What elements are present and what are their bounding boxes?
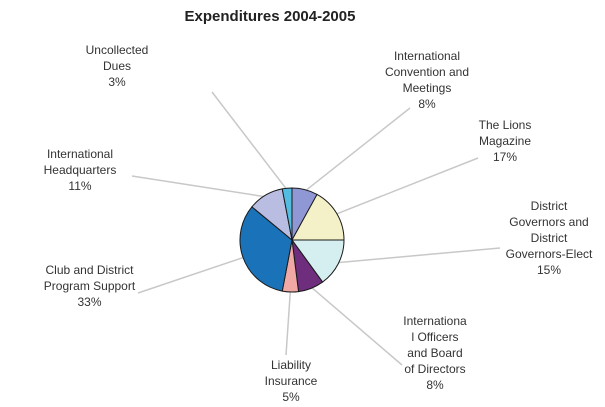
slice-label-6: International Headquarters 11% [20,146,140,194]
pie-slices [239,187,345,293]
slice-label-line: International [46,147,114,161]
slice-label-line: Magazine [478,134,532,148]
slice-label-line: Dues [102,59,131,73]
slice-label-line: Internationa [403,314,467,328]
slice-label-line: Convention and [384,65,470,79]
slice-label-line: Club and District [45,263,134,277]
slice-percent-label: 8% [418,97,436,111]
slice-label-line: District [530,231,568,245]
leader-line-3 [309,285,403,366]
leader-line-4 [285,289,292,356]
slice-label-line: l Officers [411,330,459,344]
slice-percent-label: 11% [68,179,92,193]
slice-percent-label: 15% [536,263,562,277]
leader-line-6 [131,175,267,198]
slice-label-line: District [530,199,568,213]
slice-label-line: Program Support [43,279,136,293]
slice-label-7: Uncollected Dues 3% [72,42,162,90]
slice-label-3: Internationa l Officers and Board of Direct… [380,313,490,393]
slice-label-line: International [393,49,461,63]
slice-label-line: and Board [407,346,463,360]
slice-label-line: Meetings [402,81,452,95]
slice-label-0: International Convention and Meetings 8% [362,48,492,112]
slice-label-line: Headquarters [43,163,117,177]
slice-percent-label: 8% [426,378,444,392]
slice-percent-label: 3% [108,75,126,89]
leader-line-5 [137,256,246,294]
slice-label-line: Uncollected [85,43,149,57]
leader-line-2 [336,247,501,264]
slice-percent-label: 5% [282,390,300,404]
slice-percent-label: 17% [492,150,518,164]
slice-label-line: The Lions [478,118,532,132]
chart-title: Expenditures 2004-2005 [184,8,356,25]
pie-slice-7 [281,187,293,241]
pie-slice-5 [239,206,293,292]
slice-label-line: Insurance [264,374,318,388]
slice-label-2: District Governors and District Governors-E… [494,198,604,278]
leader-line-0 [303,107,411,193]
slice-label-line: Liability [270,358,312,372]
slice-label-1: The Lions Magazine 17% [450,117,560,165]
leader-line-7 [211,91,288,191]
slice-label-line: Governors-Elect [505,247,593,261]
leader-lines [131,91,501,366]
leader-line-1 [334,157,479,216]
slice-label-line: of Directors [404,362,466,376]
slice-percent-label: 33% [77,295,102,309]
slice-label-line: Governors and [509,215,589,229]
slice-label-4: Liability Insurance 5% [246,357,336,405]
pie-slice-1 [291,193,345,241]
pie-slice-2 [291,239,345,283]
slice-label-5: Club and District Program Support 33% [12,262,167,310]
